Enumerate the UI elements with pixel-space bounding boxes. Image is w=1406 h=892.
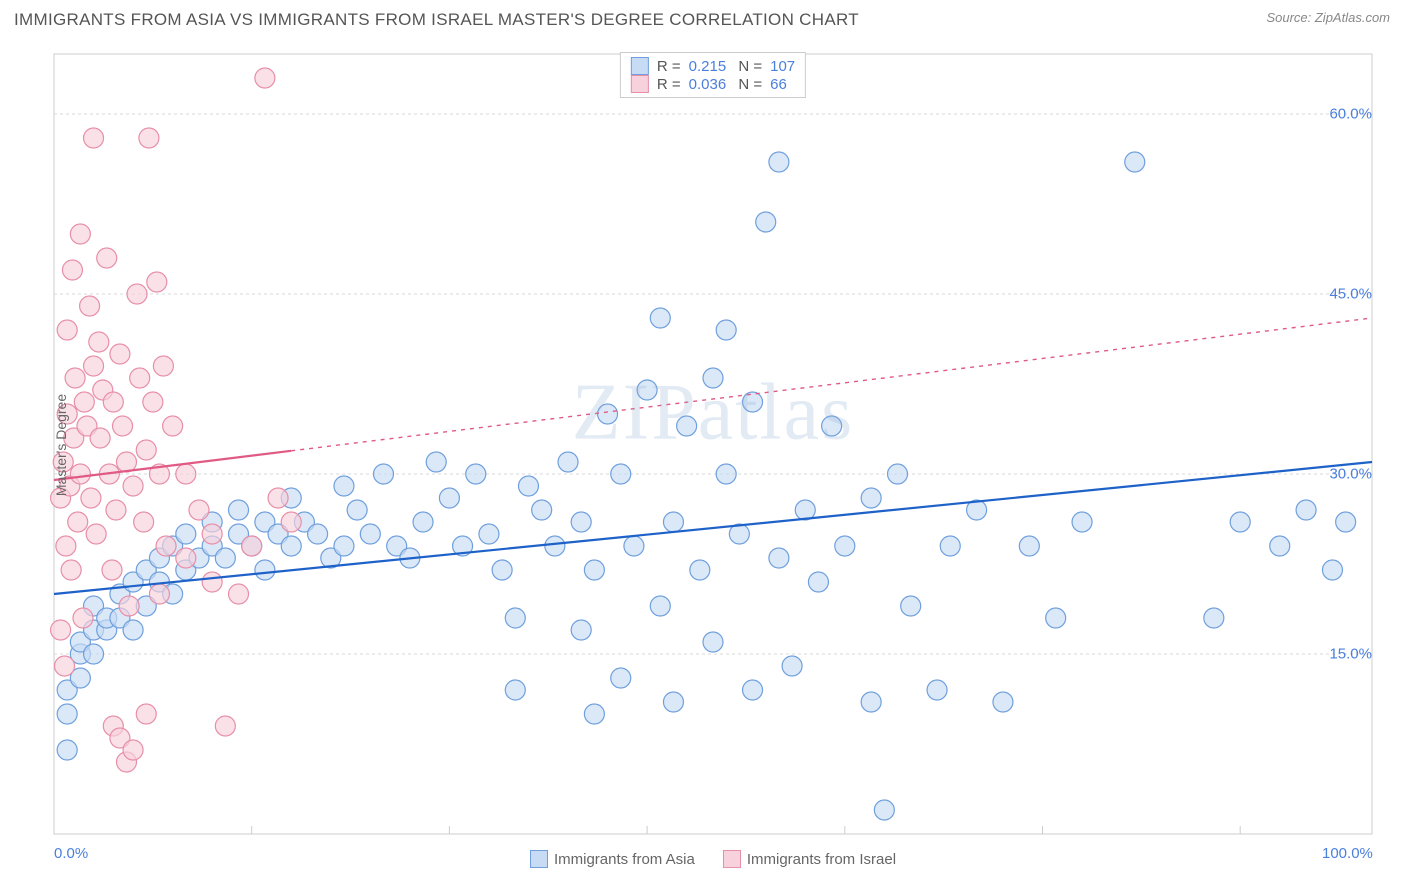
stats-row-israel: R = 0.036 N = 66: [631, 75, 795, 93]
swatch-asia: [631, 57, 649, 75]
scatter-plot: Master's Degree ZIPatlas R = 0.215 N = 1…: [48, 50, 1378, 840]
stat-r-label: R =: [657, 76, 681, 93]
y-tick-label: 60.0%: [1329, 106, 1372, 123]
y-tick-label: 45.0%: [1329, 286, 1372, 303]
legend-label-asia: Immigrants from Asia: [554, 851, 695, 868]
stat-r-label: R =: [657, 58, 681, 75]
stat-r-value-israel: 0.036: [689, 76, 727, 93]
legend-label-israel: Immigrants from Israel: [747, 851, 896, 868]
stat-n-label: N =: [734, 58, 762, 75]
source-attribution: Source: ZipAtlas.com: [1266, 10, 1390, 25]
y-axis-label: Master's Degree: [53, 394, 69, 496]
plot-svg: [48, 50, 1378, 840]
legend-item-israel: Immigrants from Israel: [723, 850, 896, 868]
chart-title: IMMIGRANTS FROM ASIA VS IMMIGRANTS FROM …: [14, 10, 859, 30]
swatch-israel: [631, 75, 649, 93]
legend-item-asia: Immigrants from Asia: [530, 850, 695, 868]
legend-swatch-israel: [723, 850, 741, 868]
y-tick-label: 30.0%: [1329, 466, 1372, 483]
legend-swatch-asia: [530, 850, 548, 868]
stat-n-label: N =: [734, 76, 762, 93]
stat-n-value-israel: 66: [770, 76, 787, 93]
y-tick-label: 15.0%: [1329, 646, 1372, 663]
stat-n-value-asia: 107: [770, 58, 795, 75]
correlation-stats-box: R = 0.215 N = 107 R = 0.036 N = 66: [620, 52, 806, 98]
series-legend: Immigrants from Asia Immigrants from Isr…: [48, 850, 1378, 868]
stat-r-value-asia: 0.215: [689, 58, 727, 75]
stats-row-asia: R = 0.215 N = 107: [631, 57, 795, 75]
